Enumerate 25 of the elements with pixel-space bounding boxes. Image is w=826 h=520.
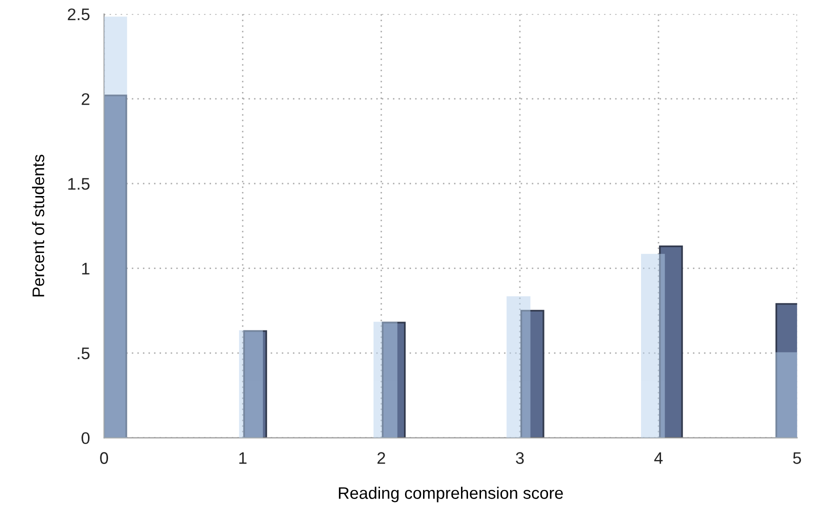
x-tick-label: 3 (516, 452, 524, 464)
y-tick-label: 2.5 (68, 8, 90, 20)
y-tick-label: 2 (82, 93, 90, 105)
y-axis-title: Percent of students (32, 154, 44, 296)
x-tick-label: 4 (654, 452, 663, 464)
y-tick-label: .5 (78, 348, 90, 360)
bar (104, 16, 128, 438)
y-tick-label: 0 (82, 432, 90, 444)
x-tick-label: 0 (100, 452, 108, 464)
bar (775, 352, 798, 438)
bar (506, 296, 530, 438)
x-tick-label: 1 (239, 452, 246, 464)
bar (243, 330, 268, 438)
bar (239, 330, 263, 438)
bar (382, 322, 406, 438)
x-tick-label: 2 (377, 452, 386, 464)
x-tick-label: 5 (793, 452, 802, 464)
bar (641, 254, 665, 438)
x-axis-title: Reading comprehension score (338, 486, 563, 502)
bar (520, 310, 544, 438)
bar (659, 245, 683, 438)
y-tick-label: 1.5 (68, 178, 90, 190)
bar (374, 322, 398, 438)
y-tick-label: 1 (82, 262, 90, 274)
bar (104, 94, 128, 438)
